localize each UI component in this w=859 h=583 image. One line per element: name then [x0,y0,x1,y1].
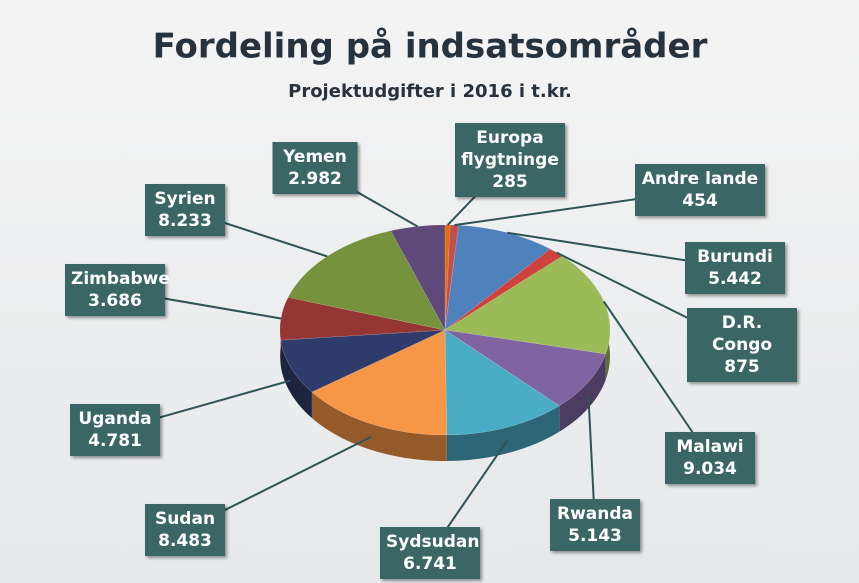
category-label: D.R. Congo [711,313,773,355]
value-label: 875 [724,357,760,377]
slice-side [311,392,447,461]
category-label: Rwanda [556,504,633,524]
value-label: 3.686 [88,291,142,311]
slice [444,225,551,331]
data-label: Rwanda 5.143 [550,499,640,551]
category-label: Yemen [283,147,347,167]
data-label: Zimbabwe 3.686 [65,264,170,316]
slice-side [446,405,560,461]
slice [280,329,446,393]
slice [279,297,446,341]
data-label: D.R. Congo 875 [687,308,797,382]
data-label: Sydsudan 6.741 [380,527,480,579]
category-label: Europa flygtninge [461,128,559,170]
category-label: Malawi [676,437,744,457]
category-label: Syrien [154,189,216,209]
slice [444,248,563,331]
slice [311,329,448,436]
value-label: 9.034 [683,459,737,479]
slice [444,329,607,407]
chart-title: Fordeling på indsatsområder [153,27,708,67]
pie-slices [279,224,611,436]
category-label: Sudan [154,509,216,529]
slice-side [559,353,606,432]
slice-side [280,340,312,419]
data-label: Europa flygtninge 285 [455,123,565,197]
value-label: 8.233 [158,211,212,231]
category-label: Andre lande [641,169,759,189]
value-label: 5.442 [708,269,762,289]
data-label: Uganda 4.781 [70,404,160,456]
slice [287,230,446,331]
value-label: 2.982 [288,169,342,189]
value-label: 6.741 [403,554,457,574]
data-label: Yemen 2.982 [272,142,358,194]
value-label: 4.781 [88,431,142,451]
chart-subtitle: Projektudgifter i 2016 i t.kr. [288,81,572,102]
data-label: Syrien 8.233 [145,184,225,236]
slice [444,329,560,436]
category-label: Burundi [697,247,773,267]
category-label: Sydsudan [386,532,480,552]
leader-line [602,300,711,459]
data-label: Malawi 9.034 [665,432,755,484]
category-label: Uganda [78,409,152,429]
data-label: Burundi 5.442 [685,242,785,294]
value-label: 8.483 [158,531,212,551]
value-label: 285 [492,172,528,192]
slice [390,224,446,331]
category-label: Zimbabwe [71,269,170,289]
slice [444,255,611,355]
value-label: 454 [682,191,718,211]
data-label: Andre lande 454 [635,164,765,216]
data-label: Sudan 8.483 [145,504,225,556]
value-label: 5.143 [568,526,622,546]
